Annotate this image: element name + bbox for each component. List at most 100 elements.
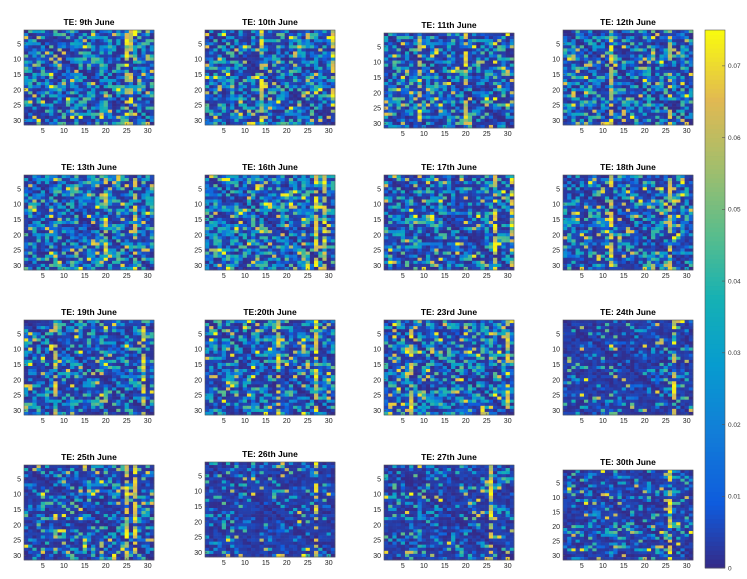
- heatmap-cell: [40, 224, 46, 228]
- heatmap-cell: [120, 66, 125, 71]
- heatmap-cell: [44, 36, 50, 40]
- heatmap-cell: [70, 42, 75, 46]
- heatmap-cell: [44, 106, 50, 110]
- heatmap-cell: [24, 79, 29, 83]
- heatmap-cell: [116, 227, 121, 231]
- heatmap-cell: [630, 33, 635, 37]
- heatmap-cell: [276, 63, 281, 68]
- heatmap-cell: [388, 51, 393, 55]
- heatmap-cell: [217, 118, 223, 123]
- heatmap-cell: [505, 72, 511, 77]
- heatmap-cell: [267, 91, 273, 95]
- heatmap-cell: [221, 175, 227, 179]
- heatmap-cell: [57, 242, 63, 246]
- heatmap-cell: [430, 51, 435, 55]
- heatmap-cell: [238, 88, 244, 92]
- heatmap-cell: [688, 91, 694, 95]
- heatmap-cell: [61, 233, 67, 237]
- heatmap-cell: [301, 39, 306, 43]
- heatmap-cell: [459, 60, 464, 64]
- heatmap-cell: [442, 109, 448, 113]
- heatmap-cell: [488, 75, 494, 80]
- heatmap-cell: [74, 187, 79, 191]
- heatmap-cell: [32, 91, 37, 95]
- heatmap-cell: [280, 115, 285, 120]
- heatmap-cell: [36, 33, 42, 37]
- panel-frame: [23, 29, 155, 126]
- heatmap-cell: [646, 109, 652, 114]
- heatmap-cell: [57, 193, 63, 197]
- heatmap-cell: [259, 63, 265, 68]
- heatmap-cell: [625, 82, 631, 86]
- heatmap-cell: [596, 97, 602, 101]
- heatmap-cell: [230, 175, 235, 179]
- heatmap-cell: [44, 109, 50, 114]
- heatmap-cell: [638, 45, 643, 49]
- heatmap-cell: [659, 66, 664, 71]
- heatmap-cell: [116, 54, 121, 58]
- heatmap-cell: [133, 217, 138, 222]
- heatmap-cell: [141, 227, 146, 231]
- heatmap-cell: [221, 118, 227, 123]
- heatmap-cell: [651, 103, 656, 107]
- heatmap-cell: [53, 54, 58, 58]
- heatmap-cell: [141, 33, 146, 37]
- heatmap-cell: [563, 79, 568, 83]
- heatmap-cell: [651, 79, 656, 83]
- heatmap-cell: [70, 33, 75, 37]
- heatmap-cell: [567, 45, 572, 49]
- heatmap-cell: [297, 79, 302, 83]
- y-tick-label: 30: [552, 118, 560, 125]
- heatmap-cell: [484, 94, 490, 98]
- heatmap-cell: [65, 260, 71, 265]
- heatmap-cell: [103, 236, 109, 240]
- heatmap-cell: [330, 97, 336, 101]
- heatmap-cell: [276, 85, 281, 89]
- heatmap-cell: [400, 112, 406, 117]
- heatmap-cell: [609, 109, 614, 114]
- heatmap-cell: [28, 54, 33, 58]
- heatmap-cell: [276, 69, 281, 74]
- heatmap-cell: [676, 79, 681, 83]
- heatmap-cell: [53, 97, 58, 101]
- heatmap-cell: [103, 60, 109, 65]
- heatmap-cell: [120, 181, 125, 185]
- heatmap-cell: [463, 63, 469, 68]
- heatmap-cell: [459, 124, 464, 129]
- heatmap-cell: [44, 91, 50, 95]
- heatmap-cell: [459, 91, 464, 95]
- heatmap-cell: [28, 266, 33, 271]
- heatmap-cell: [638, 75, 643, 80]
- heatmap-cell: [388, 39, 393, 43]
- heatmap-cell: [225, 60, 231, 65]
- heatmap-cell: [667, 109, 673, 114]
- heatmap-cell: [501, 48, 506, 52]
- heatmap-cell: [404, 94, 410, 98]
- heatmap-cell: [82, 248, 88, 252]
- heatmap-cell: [225, 97, 231, 101]
- heatmap-cell: [205, 91, 210, 95]
- heatmap-cell: [74, 106, 79, 110]
- heatmap-cell: [442, 33, 448, 37]
- heatmap-cell: [234, 36, 239, 40]
- heatmap-cell: [472, 75, 477, 80]
- heatmap-cell: [120, 103, 125, 107]
- heatmap-cell: [680, 54, 685, 58]
- heatmap-cell: [392, 66, 397, 71]
- heatmap-cell: [57, 248, 63, 252]
- heatmap-cell: [505, 66, 511, 71]
- heatmap-cell: [442, 100, 448, 104]
- heatmap-cell: [230, 45, 235, 49]
- heatmap-cell: [133, 39, 138, 43]
- x-tick-label: 20: [102, 128, 110, 135]
- heatmap-cell: [651, 54, 656, 58]
- heatmap-cell: [209, 75, 214, 80]
- heatmap-cell: [301, 88, 306, 92]
- heatmap-cell: [621, 94, 627, 98]
- heatmap-cell: [459, 72, 464, 77]
- heatmap-cell: [65, 97, 71, 101]
- heatmap-cell: [497, 97, 502, 101]
- heatmap-cell: [57, 208, 63, 213]
- heatmap-cell: [442, 121, 448, 126]
- heatmap-cell: [667, 100, 673, 104]
